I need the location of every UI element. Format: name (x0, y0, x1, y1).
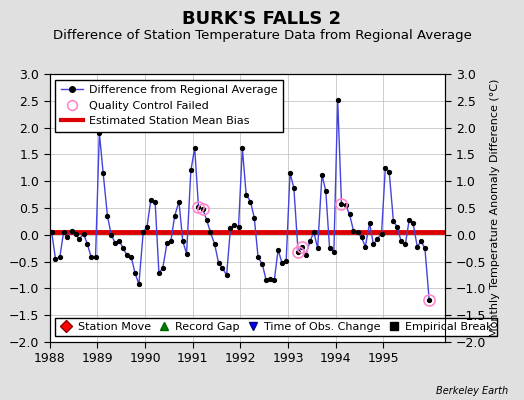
Text: Difference of Station Temperature Data from Regional Average: Difference of Station Temperature Data f… (52, 29, 472, 42)
Text: Berkeley Earth: Berkeley Earth (436, 386, 508, 396)
Text: BURK'S FALLS 2: BURK'S FALLS 2 (182, 10, 342, 28)
Y-axis label: Monthly Temperature Anomaly Difference (°C): Monthly Temperature Anomaly Difference (… (490, 79, 500, 337)
Legend: Station Move, Record Gap, Time of Obs. Change, Empirical Break: Station Move, Record Gap, Time of Obs. C… (56, 318, 497, 336)
